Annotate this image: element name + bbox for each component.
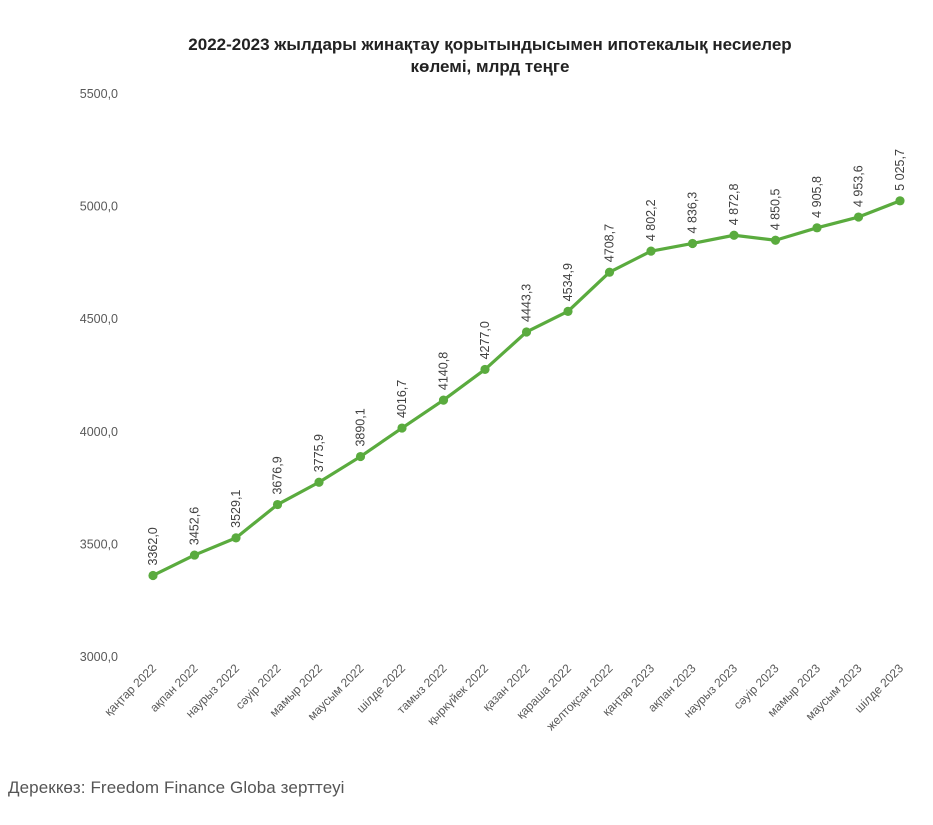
data-point bbox=[148, 570, 158, 581]
y-tick-label: 5500,0 bbox=[80, 87, 118, 101]
y-tick-label: 5000,0 bbox=[80, 200, 118, 214]
data-point bbox=[231, 533, 241, 543]
y-tick-label: 3000,0 bbox=[80, 650, 118, 664]
y-tick-label: 3500,0 bbox=[80, 537, 118, 551]
line-chart: 2022-2023 жылдары жинақтау қорытындысыме… bbox=[80, 35, 907, 733]
y-axis: 3000,0 3500,0 4000,0 4500,0 5000,0 5500,0 bbox=[80, 87, 118, 664]
data-label: 3775,9 bbox=[312, 434, 326, 472]
data-point bbox=[687, 238, 698, 249]
data-label: 4708,7 bbox=[603, 224, 617, 262]
data-point bbox=[853, 212, 864, 222]
data-label: 4534,9 bbox=[561, 263, 575, 301]
data-point bbox=[895, 196, 905, 206]
data-label: 3452,6 bbox=[188, 507, 202, 545]
data-label: 5 025,7 bbox=[893, 149, 907, 191]
data-point bbox=[812, 223, 822, 233]
data-label: 3890,1 bbox=[354, 408, 368, 446]
data-label: 4016,7 bbox=[395, 380, 409, 418]
data-label: 4 872,8 bbox=[727, 183, 741, 225]
data-label: 4 836,3 bbox=[686, 192, 700, 234]
data-point bbox=[770, 235, 781, 245]
data-point bbox=[355, 451, 366, 462]
data-label: 4 850,5 bbox=[769, 189, 783, 231]
series-line-group bbox=[148, 196, 905, 581]
data-label-group: 3362,0 3452,6 3529,1 3676,9 3775,9 3890,1 4016… bbox=[146, 149, 907, 565]
data-label: 4277,0 bbox=[478, 321, 492, 359]
data-label: 3529,1 bbox=[229, 490, 243, 528]
data-point bbox=[646, 246, 656, 256]
data-label: 4 802,2 bbox=[644, 199, 658, 241]
data-point bbox=[521, 327, 532, 337]
data-point bbox=[314, 477, 324, 487]
data-label: 4140,8 bbox=[437, 352, 451, 390]
data-point bbox=[397, 423, 407, 433]
data-point bbox=[438, 395, 449, 405]
data-point bbox=[729, 230, 739, 240]
y-tick-label: 4000,0 bbox=[80, 425, 118, 439]
data-point bbox=[480, 364, 490, 375]
data-point bbox=[272, 499, 283, 510]
data-label: 4443,3 bbox=[520, 284, 534, 322]
x-tick-label: қаңтар 2022 bbox=[102, 661, 160, 719]
series-line bbox=[151, 199, 902, 578]
data-label: 4 953,6 bbox=[852, 165, 866, 207]
data-point bbox=[189, 550, 200, 560]
data-label: 3362,0 bbox=[146, 527, 160, 565]
source-caption: Дереккөз: Freedom Finance Globa зерттеуі bbox=[8, 778, 345, 797]
chart-title-line-1: 2022-2023 жылдары жинақтау қорытындысыме… bbox=[188, 35, 791, 54]
data-point bbox=[604, 267, 615, 277]
data-label: 4 905,8 bbox=[810, 176, 824, 218]
y-tick-label: 4500,0 bbox=[80, 312, 118, 326]
data-point bbox=[563, 306, 573, 316]
chart-title-line-2: көлемі, млрд теңге bbox=[411, 57, 570, 76]
data-label: 3676,9 bbox=[271, 456, 285, 494]
